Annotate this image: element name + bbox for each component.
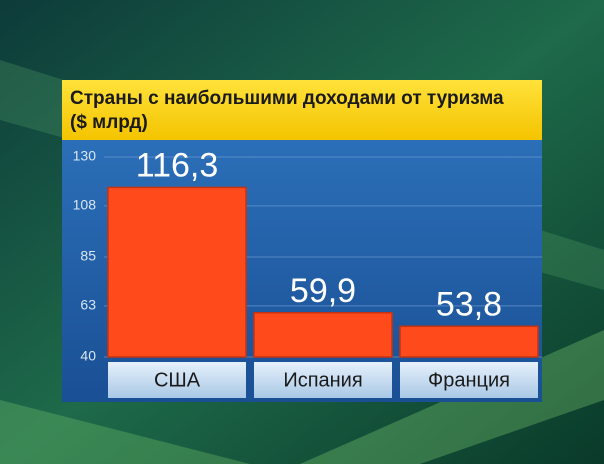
y-tick-label: 40 (80, 348, 96, 364)
y-tick-label: 63 (80, 297, 96, 313)
bar (253, 312, 393, 358)
x-tick-label: Испания (283, 369, 362, 391)
y-tick-label: 108 (73, 197, 97, 213)
x-tick-label: Франция (428, 369, 510, 391)
bar (399, 325, 539, 358)
chart-title: Страны с наибольшими доходами от туризма (70, 88, 504, 109)
value-label: 116,3 (136, 146, 219, 184)
value-label: 53,8 (436, 285, 502, 323)
bar (107, 186, 247, 358)
x-tick-label: США (154, 369, 201, 391)
category-box (254, 362, 392, 398)
chart-subtitle: ($ млрд) (70, 112, 148, 133)
value-label: 59,9 (290, 272, 356, 310)
category-box (400, 362, 538, 398)
category-box (108, 362, 246, 398)
title-box (62, 80, 542, 140)
light-ray (0, 400, 250, 464)
y-tick-label: 85 (80, 248, 96, 264)
y-tick-label: 130 (73, 148, 97, 164)
